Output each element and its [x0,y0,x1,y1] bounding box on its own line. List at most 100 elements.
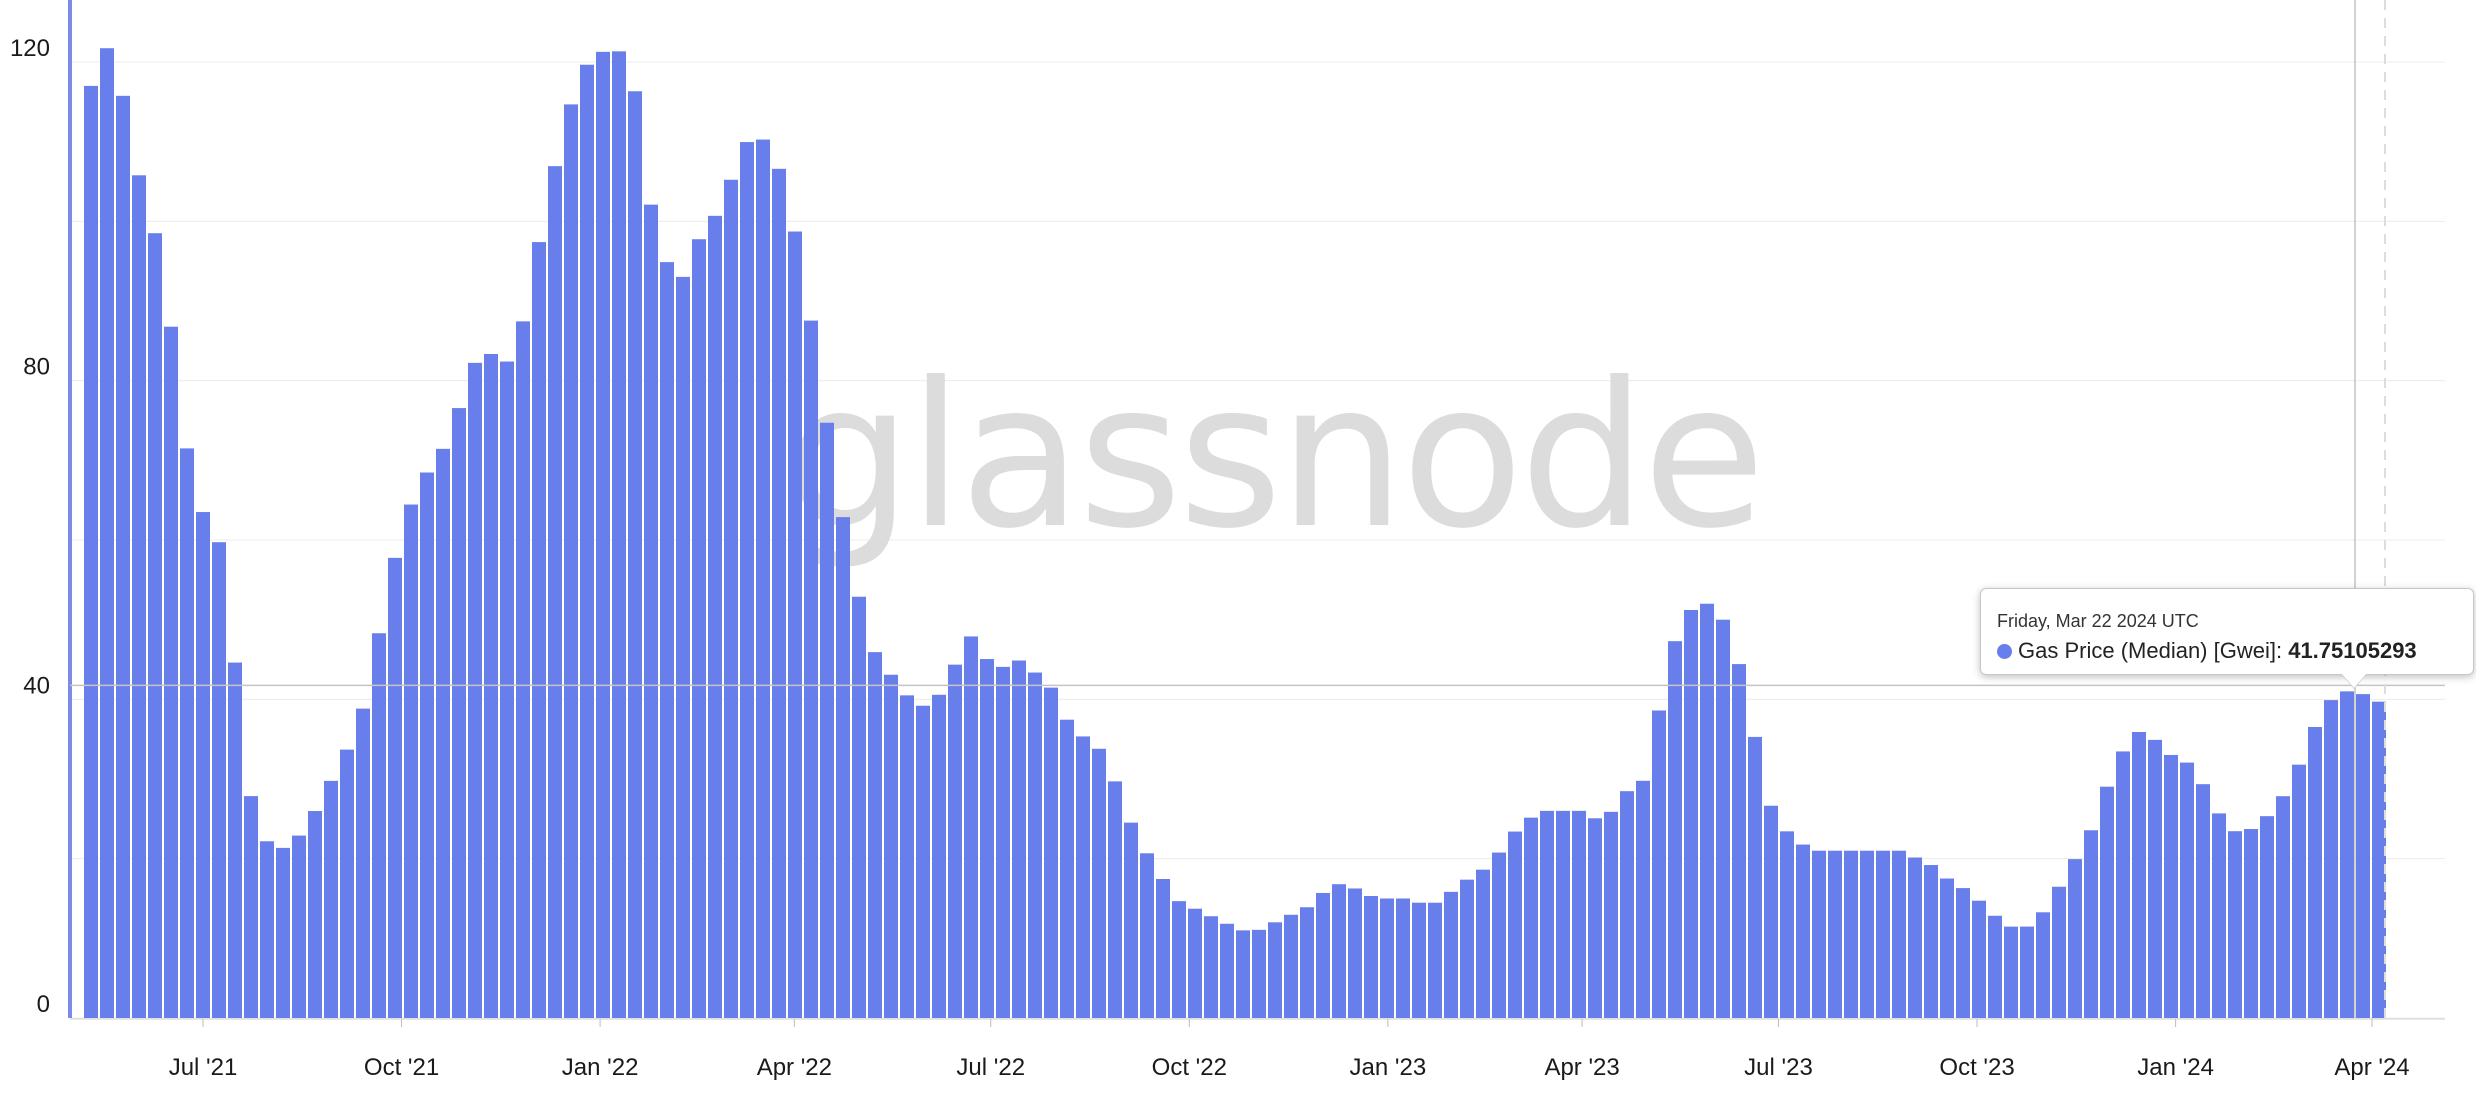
bar [1140,853,1154,1018]
bar [884,674,898,1018]
bar [948,664,962,1018]
bar [356,708,370,1018]
bar [2132,731,2146,1018]
bar [996,666,1010,1018]
bar [1348,888,1362,1018]
bar [2148,739,2162,1018]
bar [852,596,866,1018]
bar [404,504,418,1018]
bar [84,85,98,1018]
bar [1876,850,1890,1018]
bar [2260,816,2274,1018]
bar [1204,916,1218,1018]
bar [116,95,130,1018]
bar [1636,780,1650,1018]
bar [228,662,242,1018]
bar [660,262,674,1018]
bar [1220,923,1234,1018]
bar [1268,922,1282,1018]
bar [292,835,306,1018]
x-tick-label: Jan '24 [2137,1054,2214,1081]
bar [836,517,850,1018]
bar [324,780,338,1018]
bar [100,48,114,1018]
bar [1444,891,1458,1018]
bar [1748,736,1762,1018]
bar [1300,907,1314,1018]
bar [276,847,290,1018]
bar [1956,888,1970,1018]
bar [1316,892,1330,1018]
bar [164,326,178,1018]
series-color-dot-icon [1997,644,2012,659]
bar [244,796,258,1018]
bar [1060,719,1074,1018]
axes [68,0,2445,1020]
tooltip-caret-icon [2342,674,2366,688]
x-tick-label: Apr '23 [1544,1054,1619,1081]
bar [2340,691,2354,1018]
bar [388,557,402,1018]
bar [1716,619,1730,1018]
bar [1556,810,1570,1018]
bar [1396,898,1410,1018]
x-tick-label: Jan '23 [1350,1054,1427,1081]
bar [420,472,434,1018]
bar [1732,664,1746,1018]
x-tick-label: Oct '23 [1939,1054,2014,1081]
bar [2292,764,2306,1018]
bar [1700,603,1714,1018]
bar [1604,811,1618,1018]
bar [1460,879,1474,1018]
bar [964,636,978,1018]
bar [772,168,786,1018]
bar [532,242,546,1018]
bar [308,811,322,1018]
x-tick-label: Oct '21 [364,1054,439,1081]
bar [1172,901,1186,1018]
y-tick-label: 0 [37,991,50,1018]
bar [1332,884,1346,1018]
x-tick-label: Apr '22 [757,1054,832,1081]
y-tick-label: 80 [23,354,50,381]
bar [2308,726,2322,1018]
bar [1764,805,1778,1018]
bar [1412,902,1426,1018]
tooltip-value: 41.75105293 [2288,638,2417,663]
y-tick-label: 40 [23,672,50,699]
y-tick-label: 120 [10,35,50,62]
bar [1044,687,1058,1018]
tooltip-series-label: Gas Price (Median) [Gwei] [2018,638,2276,663]
bar [756,139,770,1019]
bar [2212,813,2226,1018]
bar [1780,831,1794,1018]
bar [1428,902,1442,1018]
bar [1508,831,1522,1018]
bar [2052,886,2066,1018]
bar [580,64,594,1019]
bar [2196,784,2210,1018]
bar [212,542,226,1018]
bar [724,179,738,1018]
x-tick-label: Oct '22 [1152,1054,1227,1081]
bar [1012,660,1026,1018]
bar [1188,908,1202,1018]
bar [628,91,642,1019]
bar [900,695,914,1018]
bar [868,652,882,1018]
bar [1380,898,1394,1018]
bar [2228,831,2242,1018]
bar [2372,701,2386,1018]
bar [740,142,754,1018]
x-axis-tick-labels: Jul '21 Oct '21 Jan '22 Apr '22 Jul '22 Oct '… [169,1019,2410,1081]
x-tick-label: Jul '21 [169,1054,238,1081]
bar [468,362,482,1019]
bar [1492,852,1506,1018]
bar [2100,786,2114,1018]
bar [548,166,562,1019]
bar [1652,710,1666,1018]
bar [2004,926,2018,1018]
bar [1108,781,1122,1018]
